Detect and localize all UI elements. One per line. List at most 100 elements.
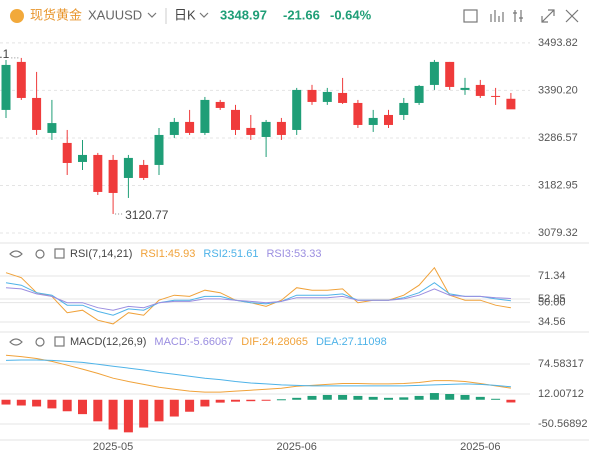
change-pct: -0.64% xyxy=(330,7,372,22)
macd-bar xyxy=(368,396,378,400)
macd-bar xyxy=(16,399,26,406)
toolbar xyxy=(463,9,579,23)
macd-bar xyxy=(93,399,103,422)
y-tick-label: 3079.32 xyxy=(538,227,578,239)
macd-bar xyxy=(108,399,118,430)
candle-body xyxy=(200,99,210,133)
candle-button[interactable] xyxy=(513,10,523,22)
candle-body xyxy=(399,102,409,115)
candle-body xyxy=(384,114,393,125)
legend-entry: MACD:-5.66067 xyxy=(154,336,233,348)
candle-body xyxy=(246,127,256,135)
macd-bar xyxy=(32,399,42,407)
y-tick-label: 74.58317 xyxy=(538,358,584,370)
change: -21.66 xyxy=(283,7,320,22)
candle-body xyxy=(62,142,72,163)
macd-bar xyxy=(506,399,516,403)
candle-body xyxy=(353,102,363,125)
legend-entry: DEA:27.11098 xyxy=(316,336,387,348)
y-tick-label: 12.00712 xyxy=(538,388,584,400)
indicator-line xyxy=(5,359,511,388)
macd-bar xyxy=(169,399,179,417)
macd-bar xyxy=(261,399,271,401)
macd-bar xyxy=(491,398,501,400)
indicator-line xyxy=(5,266,511,325)
macd-bar xyxy=(292,397,302,400)
candle-body xyxy=(215,101,225,108)
macd-bar xyxy=(399,397,409,400)
macd-bar xyxy=(353,395,363,400)
macd-bar xyxy=(154,399,164,422)
candle-body xyxy=(139,164,149,178)
symbol[interactable]: XAUUSD xyxy=(88,7,142,22)
gold-icon xyxy=(10,9,24,23)
macd-bar xyxy=(414,395,424,400)
candle-body xyxy=(1,64,11,110)
macd-bar xyxy=(246,399,256,402)
macd-bar xyxy=(338,394,348,400)
dropdown-icon[interactable] xyxy=(199,12,209,18)
candle-body xyxy=(261,121,271,137)
candle-body xyxy=(491,95,501,97)
indicator-line xyxy=(5,354,511,393)
checkbox[interactable] xyxy=(54,248,65,259)
indicator-button[interactable] xyxy=(463,9,478,23)
candle-body xyxy=(322,91,332,102)
fullscreen-button[interactable] xyxy=(541,9,555,23)
macd-bar xyxy=(139,399,149,428)
macd-bar xyxy=(322,394,332,400)
y-tick-label: -50.56892 xyxy=(538,418,588,430)
x-tick-label: 2025-05 xyxy=(93,441,133,453)
candle-body xyxy=(47,123,57,133)
candle-body xyxy=(16,61,26,98)
candle-body xyxy=(460,87,470,90)
candle-body xyxy=(445,61,455,87)
dropdown-icon[interactable] xyxy=(147,12,157,18)
candle-body xyxy=(108,159,118,193)
candle-body xyxy=(276,121,286,135)
y-tick-label: 3390.20 xyxy=(538,84,578,96)
macd-bar xyxy=(215,399,225,403)
indicator-line xyxy=(5,287,511,311)
y-tick-label: 3493.82 xyxy=(538,37,578,49)
macd-bar xyxy=(123,399,133,433)
gear-icon[interactable] xyxy=(35,249,45,259)
legend-entry: RSI1:45.93 xyxy=(140,248,195,260)
macd-header xyxy=(9,336,65,347)
candle-body xyxy=(429,61,439,85)
eye-icon[interactable] xyxy=(9,250,23,258)
candle-body xyxy=(475,84,485,96)
indicator-title: RSI(7,14,21) xyxy=(70,248,132,260)
y-tick-label: 34.56 xyxy=(538,316,566,328)
y-tick-label: 52.95 xyxy=(538,293,566,305)
macd-bar xyxy=(475,396,485,400)
x-tick-label: 2025-06 xyxy=(460,441,500,453)
checkbox[interactable] xyxy=(54,336,65,347)
chart-type-button[interactable] xyxy=(490,10,504,22)
legend-entry: DIF:24.28065 xyxy=(241,336,308,348)
candle-body xyxy=(231,109,240,130)
gear-icon[interactable] xyxy=(35,337,45,347)
macd-bar xyxy=(62,399,72,412)
macd-bar xyxy=(307,395,317,400)
legend-entry: RSI3:53.33 xyxy=(266,248,321,260)
macd-bar xyxy=(78,399,87,415)
close-button[interactable] xyxy=(565,9,579,23)
instrument-name: 现货黄金 xyxy=(30,7,82,22)
candle-body xyxy=(123,157,133,178)
candle-body xyxy=(154,134,164,165)
candle-body xyxy=(307,89,317,102)
macd-bar xyxy=(185,399,195,412)
candle-body xyxy=(32,97,42,130)
y-tick-label: 71.34 xyxy=(538,270,566,282)
rsi-header xyxy=(9,248,65,259)
macd-bar xyxy=(1,399,11,405)
min-annotation: 3120.77 xyxy=(125,208,169,222)
y-tick-label: 3286.57 xyxy=(538,132,578,144)
eye-icon[interactable] xyxy=(9,338,23,346)
y-tick-label: 50.00 xyxy=(538,297,566,309)
indicator-title: MACD(12,26,9) xyxy=(70,336,146,348)
period[interactable]: 日K xyxy=(174,7,196,22)
indicator-line xyxy=(5,282,511,316)
